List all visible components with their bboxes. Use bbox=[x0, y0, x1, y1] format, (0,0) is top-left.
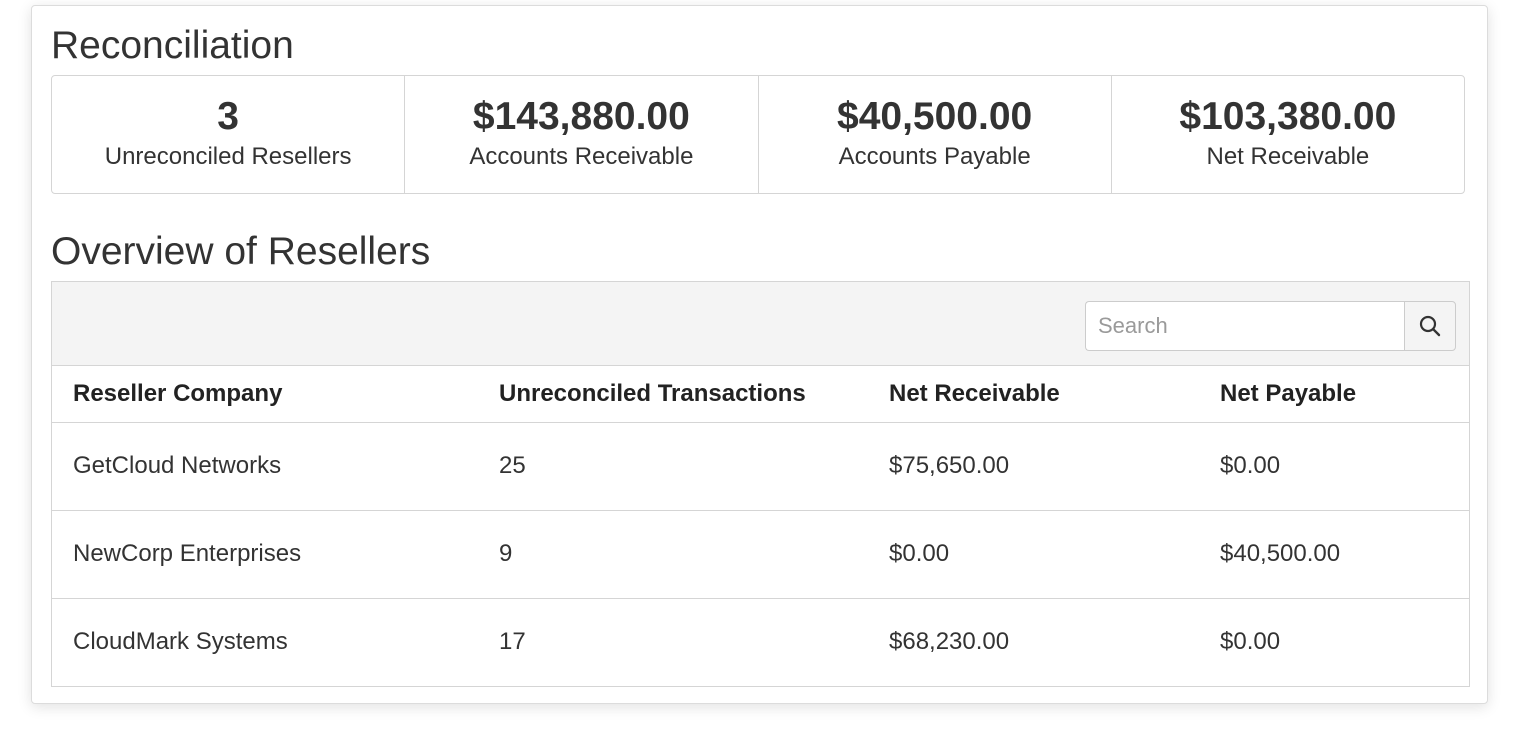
stat-value: 3 bbox=[217, 95, 239, 138]
column-header-unreconciled-transactions[interactable]: Unreconciled Transactions bbox=[478, 366, 868, 423]
stat-accounts-receivable: $143,880.00 Accounts Receivable bbox=[405, 76, 759, 193]
stats-summary: 3 Unreconciled Resellers $143,880.00 Acc… bbox=[51, 75, 1465, 194]
stat-net-receivable: $103,380.00 Net Receivable bbox=[1112, 76, 1464, 193]
unreconciled-transactions-cell: 9 bbox=[478, 510, 868, 599]
table-row[interactable]: NewCorp Enterprises 9 $0.00 $40,500.00 bbox=[52, 510, 1469, 599]
stat-value: $103,380.00 bbox=[1179, 95, 1397, 138]
search-input[interactable] bbox=[1085, 301, 1404, 351]
table-toolbar bbox=[52, 282, 1469, 366]
stat-unreconciled-resellers: 3 Unreconciled Resellers bbox=[52, 76, 406, 193]
reseller-company-cell: GetCloud Networks bbox=[52, 422, 478, 511]
stat-label: Accounts Payable bbox=[838, 143, 1031, 170]
table-row[interactable]: CloudMark Systems 17 $68,230.00 $0.00 bbox=[52, 598, 1469, 686]
reseller-company-cell: CloudMark Systems bbox=[73, 628, 288, 656]
unreconciled-transactions-cell: 25 bbox=[478, 422, 868, 511]
column-header-net-receivable[interactable]: Net Receivable bbox=[868, 366, 1199, 423]
resellers-table: Reseller Company Unreconciled Transactio… bbox=[52, 366, 1469, 686]
stat-accounts-payable: $40,500.00 Accounts Payable bbox=[759, 76, 1112, 193]
reconciliation-card: Reconciliation 3 Unreconciled Resellers … bbox=[31, 5, 1488, 704]
search-button[interactable] bbox=[1404, 301, 1456, 351]
resellers-table-panel: Reseller Company Unreconciled Transactio… bbox=[51, 281, 1470, 687]
net-payable-cell: $0.00 bbox=[1199, 422, 1469, 511]
stat-label: Accounts Receivable bbox=[469, 143, 694, 170]
stat-value: $143,880.00 bbox=[472, 95, 690, 138]
search-group bbox=[1085, 301, 1456, 351]
column-header-reseller-company[interactable]: Reseller Company bbox=[52, 366, 478, 423]
net-payable-cell: $40,500.00 bbox=[1199, 510, 1469, 599]
unreconciled-transactions-cell: 17 bbox=[499, 628, 526, 656]
net-receivable-cell: $75,650.00 bbox=[868, 422, 1199, 511]
reseller-company-cell: NewCorp Enterprises bbox=[52, 510, 478, 599]
net-payable-cell: $0.00 bbox=[1220, 628, 1281, 656]
net-receivable-cell: $0.00 bbox=[868, 510, 1199, 599]
stat-value: $40,500.00 bbox=[837, 95, 1033, 138]
stat-label: Net Receivable bbox=[1206, 143, 1370, 170]
table-row[interactable]: GetCloud Networks 25 $75,650.00 $0.00 bbox=[52, 422, 1469, 511]
reconciliation-title: Reconciliation bbox=[51, 24, 294, 67]
search-icon bbox=[1418, 314, 1442, 338]
column-header-net-payable[interactable]: Net Payable bbox=[1199, 366, 1469, 423]
overview-title: Overview of Resellers bbox=[51, 230, 431, 273]
stat-label: Unreconciled Resellers bbox=[104, 143, 352, 170]
table-header-row: Reseller Company Unreconciled Transactio… bbox=[52, 366, 1469, 423]
net-receivable-cell: $68,230.00 bbox=[889, 628, 1010, 656]
